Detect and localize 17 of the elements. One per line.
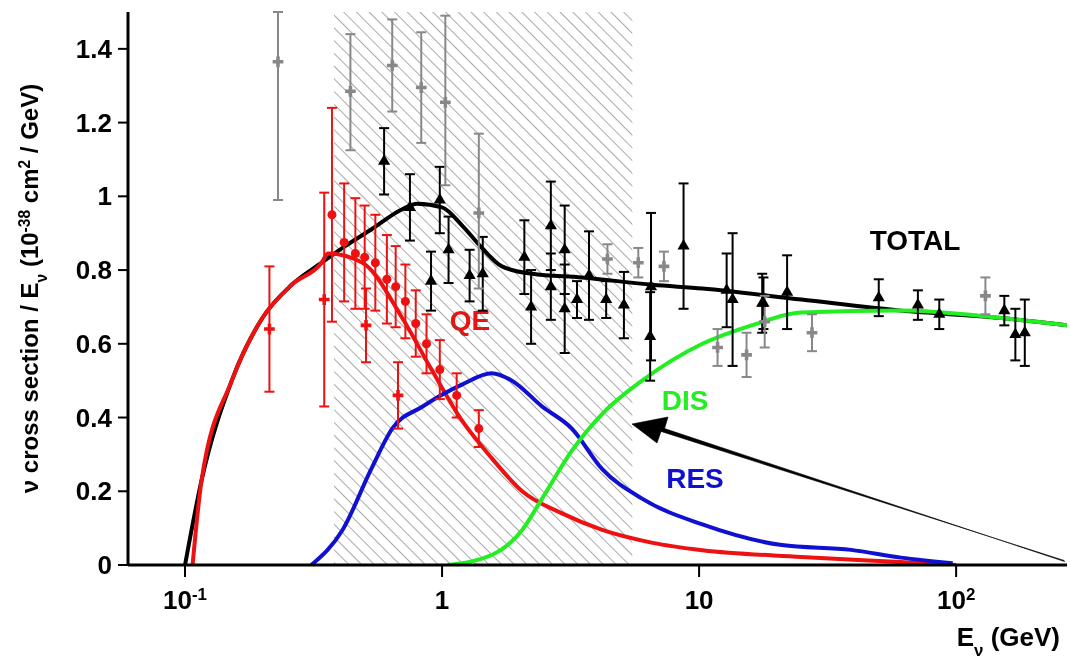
y-tick-label: 0 (97, 550, 112, 580)
y-tick-label: 0.2 (75, 476, 112, 507)
y-tick-label: 0.6 (75, 328, 112, 359)
x-tick-label: 10$^{2}$ (936, 584, 976, 615)
y-tick-label: 0.8 (75, 255, 112, 286)
series-label: QE (449, 305, 491, 336)
x-tick-label: 1 (434, 585, 450, 615)
y-tick-label: 1 (97, 181, 112, 212)
x-tick-label: 10$^{-1}$ (163, 584, 207, 615)
y-tick-label: 1.2 (75, 107, 112, 138)
y-tick-label: 0.4 (75, 402, 113, 433)
series-label: TOTAL (869, 225, 961, 256)
x-axis-title: E$_{ν}$ (GeV) (956, 622, 1060, 660)
y-tick-label: 1.4 (75, 33, 113, 64)
x-tick-label: 10 (684, 585, 714, 615)
series-label: RES (666, 463, 724, 494)
series-label: DIS (661, 385, 709, 416)
